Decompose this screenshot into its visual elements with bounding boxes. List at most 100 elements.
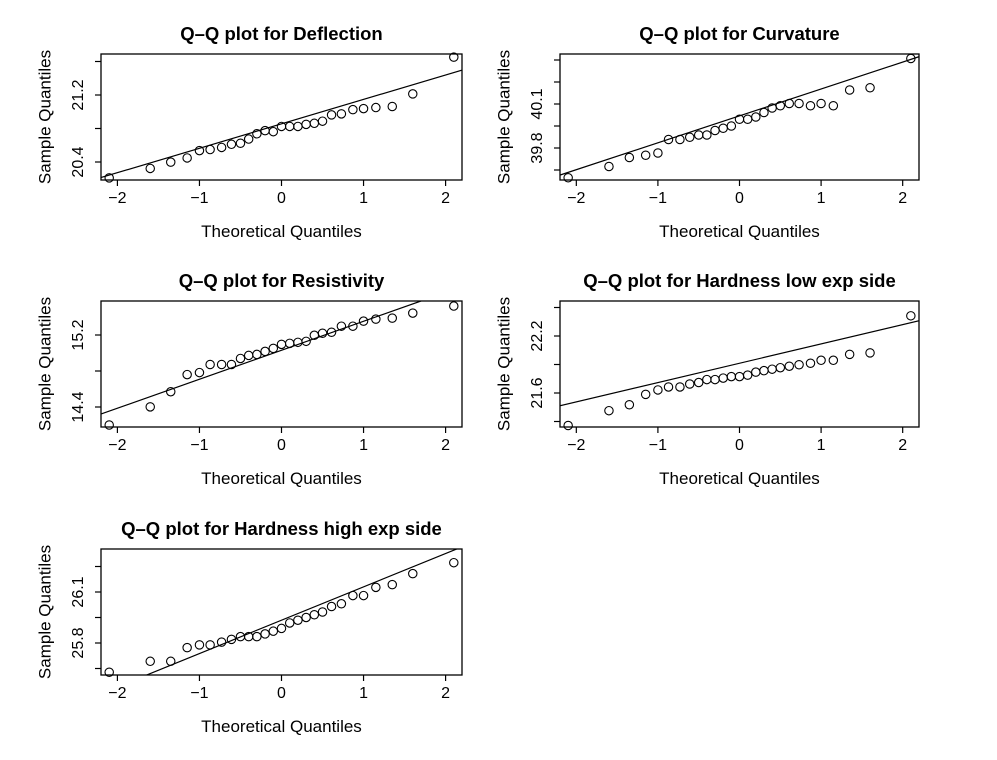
plot-frame bbox=[100, 300, 463, 428]
data-point bbox=[309, 118, 320, 129]
data-point bbox=[742, 370, 753, 380]
data-point bbox=[268, 126, 279, 137]
data-point bbox=[718, 123, 728, 134]
x-tick-label: −2 bbox=[108, 685, 126, 702]
data-point bbox=[449, 52, 459, 62]
data-point bbox=[326, 110, 337, 120]
y-tick-label: 15.2 bbox=[70, 319, 87, 350]
data-point bbox=[387, 579, 398, 590]
data-point bbox=[775, 362, 786, 373]
x-tick-label: 1 bbox=[359, 437, 368, 454]
data-point bbox=[702, 374, 712, 385]
data-point bbox=[326, 327, 337, 337]
data-point bbox=[268, 626, 279, 636]
chart-title: Q–Q plot for Hardness low exp side bbox=[583, 270, 896, 291]
data-point bbox=[226, 634, 237, 645]
x-tick-label: −2 bbox=[567, 190, 585, 207]
data-point bbox=[408, 89, 418, 99]
x-tick-label: 1 bbox=[359, 685, 368, 702]
x-tick-label: 2 bbox=[898, 190, 907, 207]
x-tick-label: 1 bbox=[817, 437, 826, 454]
data-point bbox=[252, 129, 262, 139]
data-point bbox=[726, 371, 737, 382]
data-point bbox=[906, 53, 916, 64]
data-point bbox=[408, 568, 418, 579]
data-point bbox=[276, 623, 287, 634]
plot-frame bbox=[559, 53, 920, 181]
data-point bbox=[348, 590, 358, 601]
data-point bbox=[243, 350, 254, 361]
y-axis-label: Sample Quantiles bbox=[494, 297, 513, 431]
data-point bbox=[293, 337, 303, 348]
data-point bbox=[293, 615, 303, 625]
data-point bbox=[182, 369, 192, 380]
data-point bbox=[624, 152, 635, 163]
data-point bbox=[317, 607, 328, 617]
data-point bbox=[252, 631, 262, 642]
data-point bbox=[252, 349, 262, 360]
y-axis-label: Sample Quantiles bbox=[35, 545, 54, 679]
data-point bbox=[726, 121, 737, 131]
data-point bbox=[326, 601, 337, 612]
qq-panel-4: Q–Q plot for Hardness low exp side −2 −1 0 1… bbox=[494, 270, 920, 488]
data-point bbox=[775, 101, 786, 111]
data-point bbox=[284, 338, 295, 349]
data-point bbox=[742, 114, 753, 125]
x-tick-label: −1 bbox=[649, 437, 667, 454]
x-axis-label: Theoretical Quantiles bbox=[659, 222, 820, 241]
data-point bbox=[216, 142, 227, 153]
data-point bbox=[805, 358, 816, 369]
data-point bbox=[194, 640, 205, 650]
data-point bbox=[844, 349, 855, 360]
x-tick-label: −1 bbox=[649, 190, 667, 207]
data-point bbox=[710, 125, 720, 136]
x-tick-label: 2 bbox=[441, 190, 450, 207]
qq-panel-5: Q–Q plot for Hardness high exp side −2 −1 0… bbox=[35, 518, 463, 736]
data-point bbox=[165, 386, 176, 397]
data-point bbox=[844, 85, 855, 95]
data-point bbox=[816, 355, 826, 366]
data-point bbox=[663, 134, 674, 145]
data-point bbox=[205, 640, 215, 650]
y-tick-label: 21.6 bbox=[529, 377, 546, 408]
data-point bbox=[684, 379, 695, 389]
chart-title: Q–Q plot for Resistivity bbox=[179, 270, 385, 291]
data-point bbox=[784, 98, 795, 109]
data-point bbox=[317, 116, 328, 126]
data-point bbox=[284, 618, 295, 628]
data-point bbox=[145, 656, 155, 667]
data-point bbox=[663, 382, 674, 392]
data-point bbox=[336, 599, 347, 609]
data-point bbox=[640, 150, 651, 161]
data-point bbox=[734, 371, 745, 382]
data-point bbox=[145, 163, 155, 174]
data-point bbox=[759, 107, 769, 118]
data-point bbox=[309, 609, 320, 620]
y-tick-label: 22.2 bbox=[529, 320, 546, 351]
data-point bbox=[358, 316, 369, 326]
data-point bbox=[751, 112, 761, 122]
data-point bbox=[387, 313, 398, 323]
data-point bbox=[301, 612, 311, 623]
data-point bbox=[205, 144, 215, 155]
qq-panel-2: Q–Q plot for Curvature −2 −1 0 1 2 Theoretical… bbox=[494, 23, 920, 241]
data-point bbox=[604, 405, 614, 416]
data-point bbox=[449, 557, 459, 568]
y-axis-label: Sample Quantiles bbox=[494, 50, 513, 184]
data-point bbox=[317, 328, 328, 339]
data-point bbox=[702, 130, 712, 140]
data-point bbox=[348, 104, 358, 115]
data-point bbox=[104, 667, 114, 678]
x-tick-label: 2 bbox=[441, 685, 450, 702]
x-axis-label: Theoretical Quantiles bbox=[659, 469, 820, 488]
data-point bbox=[640, 389, 651, 400]
data-point bbox=[358, 103, 369, 114]
y-axis-label: Sample Quantiles bbox=[35, 50, 54, 184]
chart-title: Q–Q plot for Deflection bbox=[180, 23, 382, 44]
data-point bbox=[693, 377, 704, 388]
data-point bbox=[104, 173, 114, 183]
data-point bbox=[784, 361, 795, 371]
reference-line bbox=[560, 320, 919, 407]
x-tick-label: 1 bbox=[817, 190, 826, 207]
data-point bbox=[449, 301, 459, 311]
